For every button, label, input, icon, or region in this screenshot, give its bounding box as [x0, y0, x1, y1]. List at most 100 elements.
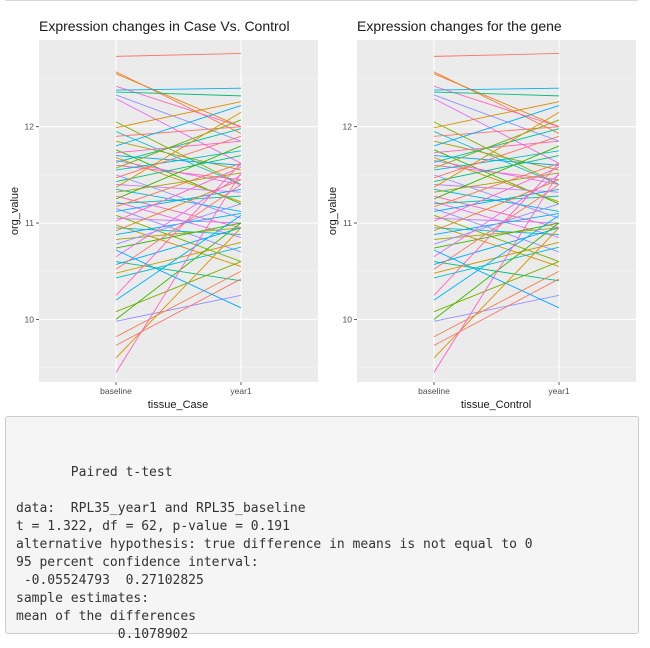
series-line: [433, 184, 560, 193]
series-line: [115, 294, 242, 322]
series-line: [115, 150, 242, 171]
top-divider: [5, 0, 638, 1]
series-line: [115, 155, 242, 183]
series-line: [115, 98, 242, 164]
series-line: [433, 140, 560, 171]
y-tick-label: 11: [25, 218, 34, 228]
series-line: [433, 155, 560, 183]
chart-title: Expression changes for the gene: [357, 18, 562, 34]
series-line: [433, 188, 560, 212]
series-line: [433, 128, 560, 163]
series-line: [433, 227, 560, 265]
series-line: [115, 162, 242, 208]
series-line: [433, 135, 560, 179]
series-line: [115, 121, 242, 185]
series-line: [433, 73, 560, 128]
series-line: [115, 140, 242, 171]
series-line: [433, 249, 560, 309]
series-line: [433, 270, 560, 338]
series-line: [115, 195, 242, 205]
series-line: [115, 87, 242, 91]
series-line: [433, 157, 560, 203]
series-line: [115, 53, 242, 57]
series-line: [115, 101, 242, 129]
series-line: [433, 227, 560, 236]
series-line: [115, 73, 242, 128]
series-line: [433, 162, 560, 208]
line-chart-case: 10 11 12 baseline year1 Expression changes i…: [9, 18, 318, 411]
series-line: [433, 121, 560, 185]
panel-background: [357, 40, 636, 382]
series-line: [433, 91, 560, 97]
x-tick-label: year1: [230, 386, 252, 396]
series-line: [115, 166, 242, 222]
series-line: [115, 222, 242, 249]
series-line: [115, 278, 242, 346]
series-line: [115, 222, 242, 320]
series-line: [433, 98, 560, 164]
series-line: [433, 174, 560, 258]
x-axis-label: tissue_Control: [461, 399, 531, 411]
series-line: [433, 217, 560, 224]
series-line: [115, 157, 242, 203]
series-line: [115, 174, 242, 258]
series-line: [115, 128, 242, 163]
y-axis-label: org_value: [9, 187, 21, 235]
series-line: [115, 203, 242, 245]
series-line: [433, 174, 560, 219]
series-line: [433, 172, 560, 373]
line-chart-gene: 10 11 12 baseline year1 Expression changes f…: [327, 18, 636, 411]
series-line: [433, 94, 560, 142]
series-line: [115, 174, 242, 219]
y-tick-label: 10: [343, 314, 353, 324]
series-line: [433, 222, 560, 249]
series-line: [433, 101, 560, 129]
series-line: [433, 111, 560, 188]
series-line: [433, 150, 560, 171]
x-tick-label: baseline: [418, 386, 450, 396]
series-line: [433, 119, 560, 169]
series-line: [433, 208, 560, 253]
series-line: [433, 87, 560, 91]
series-line: [115, 119, 242, 169]
series-line: [433, 163, 560, 296]
series-line: [115, 214, 242, 301]
series-line: [115, 208, 242, 253]
series-line: [115, 227, 242, 236]
series-line: [433, 166, 560, 222]
series-line: [433, 294, 560, 322]
x-axis-label: tissue_Case: [148, 399, 209, 411]
series-line: [433, 214, 560, 262]
series-line: [115, 163, 242, 296]
series-line: [115, 184, 242, 193]
y-tick-label: 11: [343, 218, 352, 228]
series-line: [433, 195, 560, 205]
series-line: [433, 222, 560, 320]
series-line: [115, 94, 242, 142]
console-output: Paired t-test data: RPL35_year1 and RPL3…: [5, 416, 639, 642]
series-line: [433, 278, 560, 346]
series-line: [433, 227, 560, 359]
y-tick-label: 12: [343, 122, 353, 132]
plot-gene: 10 11 12 baseline year1 Expression changes f…: [318, 0, 636, 414]
y-tick-label: 12: [25, 122, 35, 132]
series-line: [115, 217, 242, 224]
series-line: [433, 203, 560, 245]
series-line: [115, 135, 242, 179]
series-line: [115, 227, 242, 265]
series-line: [115, 227, 242, 359]
chart-title: Expression changes in Case Vs. Control: [39, 18, 290, 34]
x-tick-label: year1: [548, 386, 570, 396]
panel-background: [39, 40, 318, 382]
series-line: [433, 184, 560, 270]
series-line: [115, 91, 242, 97]
series-line: [115, 105, 242, 147]
series-line: [115, 249, 242, 309]
series-line: [115, 270, 242, 338]
series-line: [433, 105, 560, 147]
y-tick-label: 10: [25, 314, 35, 324]
series-line: [433, 145, 560, 200]
series-line: [433, 53, 560, 57]
series-line: [115, 188, 242, 212]
series-line: [115, 145, 242, 200]
